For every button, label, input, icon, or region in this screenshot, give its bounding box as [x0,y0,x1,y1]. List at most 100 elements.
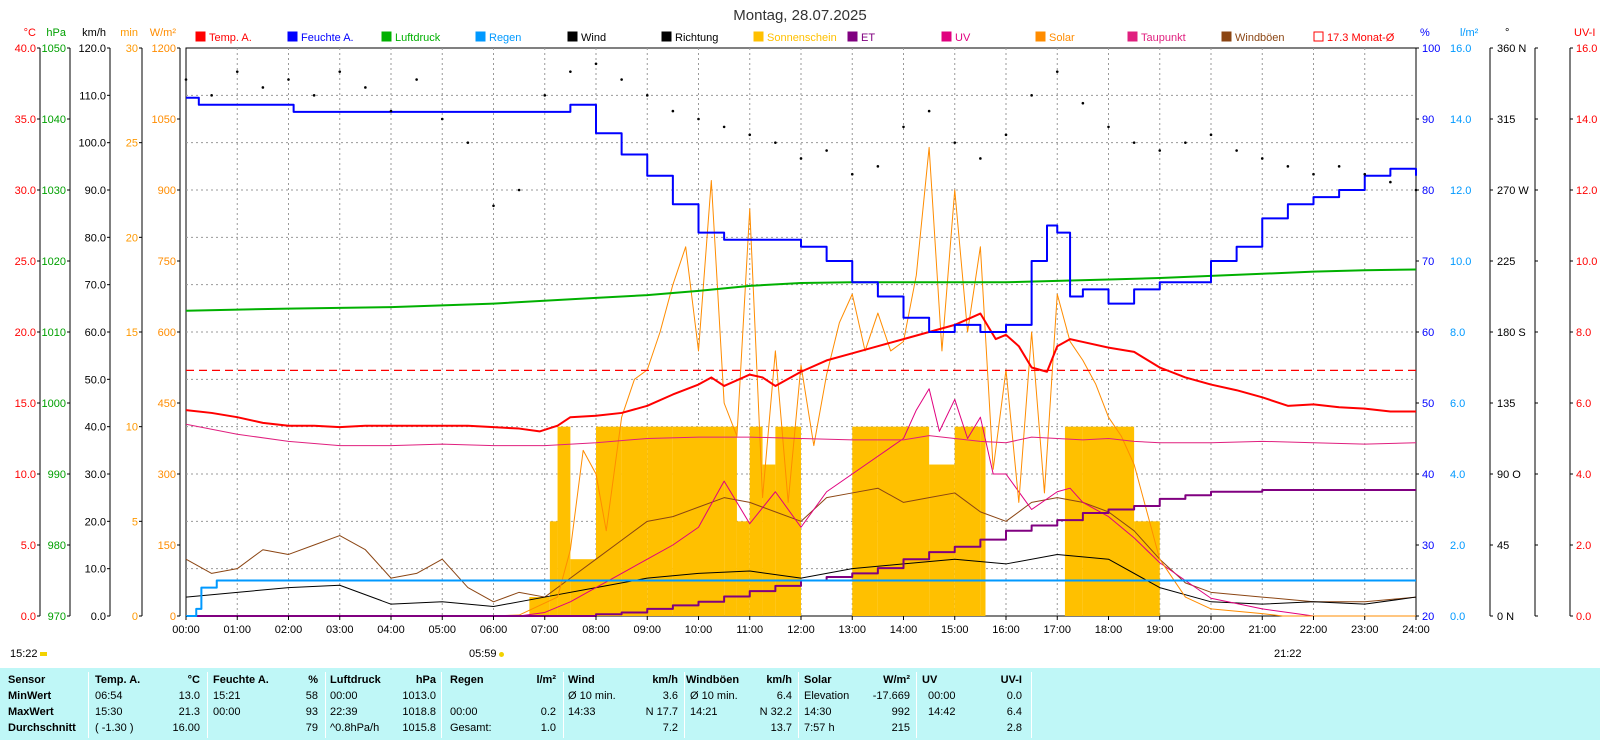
right-axis-tick-label: 50 [1422,398,1434,410]
right-axis-unit: UV-I [1574,27,1595,39]
right-axis-tick-label: 225 [1497,256,1515,268]
summary-cell-hum-t: 00:00 [213,706,241,718]
summary-cell-rain-v: 0.2 [540,706,556,718]
series-line [186,579,1416,617]
legend-label: Sonnenschein [767,32,837,44]
direction-point [876,165,880,168]
summary-cell-gust-v: 6.4 [776,690,792,702]
right-axis-tick-label: 315 [1497,114,1515,126]
right-axis-tick-label: 2.0 [1450,540,1465,552]
left-axis-tick-label: 20 [126,232,138,244]
direction-point [671,109,675,113]
sunshine-bar [1064,426,1083,616]
series-windb-en [185,487,1417,603]
direction-point [1209,133,1213,137]
summary-cell-press-v: 1013.0 [402,690,436,702]
chart-title: Montag, 28.07.2025 [733,7,866,24]
right-axis-tick-label: 80 [1422,185,1434,197]
left-axis-tick-label: 30.0 [15,185,36,197]
x-axis: 00:00 01:00 02:00 03:00 04:00 05:00 06:00 07:00… [172,616,1430,636]
direction-point [825,149,828,152]
left-axis-tick-label: 100.0 [78,138,106,150]
x-tick-label: 10:00 [685,624,713,636]
legend: Temp. A. Feuchte A. Luftdruck Regen Wind Rich… [195,31,1395,44]
summary-cell-temp-t: ( -1.30 ) [95,722,134,734]
legend-label: Richtung [675,32,718,44]
sunshine-bar [877,426,904,616]
direction-point [466,141,470,144]
series-feuchte-a- [186,96,1417,333]
summary-cell-wind-t: Ø 10 min. [568,690,616,702]
left-axis-tick-label: 750 [158,256,176,268]
legend-label: Windböen [1235,32,1285,44]
direction-point [1235,149,1238,152]
direction-point [748,133,752,137]
left-axis-tick-label: 1020 [42,256,66,268]
sunshine-bar [698,426,725,616]
left-axis-tick-label: 970 [48,611,66,623]
direction-point [389,109,393,113]
left-axis-unit: min [120,27,138,39]
series-solar [186,146,1416,617]
x-tick-label: 02:00 [275,624,303,636]
header-sensor: Sensor [8,674,46,686]
header-hum: Feuchte A. [213,674,269,686]
right-axis-tick-label: 4.0 [1450,469,1465,481]
sunshine-bar [903,426,930,616]
series-richtung [184,62,1418,208]
sunrise-marker: 05:59 [469,648,504,660]
summary-cell-uv-v: 0.0 [1006,690,1022,702]
header-press: Luftdruck [330,674,381,686]
right-axis-tick-label: 0.0 [1576,611,1591,623]
left-axis-tick-label: 15.0 [15,398,36,410]
right-axis-tick-label: 10.0 [1576,256,1597,268]
x-tick-label: 24:00 [1402,624,1430,636]
series-line [186,488,1416,617]
now-marker: 15:22 [10,648,47,660]
left-axis-tick-label: 40.0 [15,43,36,55]
legend-label: UV [955,32,971,44]
left-axes: °C 40.0 35.0 30.0 25.0 20.0 15.0 10.0 5.0 0.0 hPa 1… [15,27,181,623]
legend-swatch [941,31,952,42]
left-axis-tick-label: 1000 [42,398,66,410]
now-time: 15:22 [10,648,38,660]
legend-swatch [381,31,392,42]
series-line [186,146,1416,617]
right-axis-tick-label: 14.0 [1576,114,1597,126]
sunshine-bar [852,426,878,616]
right-axis-tick-label: 360 N [1497,43,1526,55]
series-taupunkt [185,423,1417,447]
left-axis-tick-label: 50.0 [85,374,106,386]
header-wind: Wind [568,674,595,686]
series-luftdruck [185,268,1417,312]
direction-point [927,109,931,113]
direction-point [492,204,495,208]
series-line [186,388,1416,617]
left-axis-tick-label: 25 [126,138,138,150]
direction-point [1260,157,1264,160]
direction-point [1004,133,1008,137]
left-axis-tick-label: 0.0 [21,611,36,623]
direction-point [1132,141,1136,144]
x-tick-label: 18:00 [1095,624,1123,636]
left-axis-tick-label: 1050 [42,43,66,55]
direction-point [1184,141,1187,144]
right-axis-tick-label: 45 [1497,540,1509,552]
left-axis-tick-label: 980 [48,540,66,552]
right-axis-tick-label: 100 [1422,43,1440,55]
summary-cell-hum-v: 58 [305,690,318,702]
x-tick-label: 05:00 [428,624,456,636]
direction-point [1055,70,1059,73]
summary-row-label: Durchschnitt [8,722,76,734]
left-axis-unit: W/m² [150,27,177,39]
right-axis-tick-label: 4.0 [1576,469,1591,481]
sunshine-bar [529,597,550,616]
direction-point [1030,94,1033,97]
header-uv-unit: UV-I [1000,674,1022,686]
series-wind [185,553,1417,608]
direction-point [415,78,418,81]
legend-swatch [567,31,578,42]
left-axis-tick-label: 20.0 [85,516,106,528]
header-rain-unit: l/m² [536,674,556,686]
series-line [185,487,1417,603]
